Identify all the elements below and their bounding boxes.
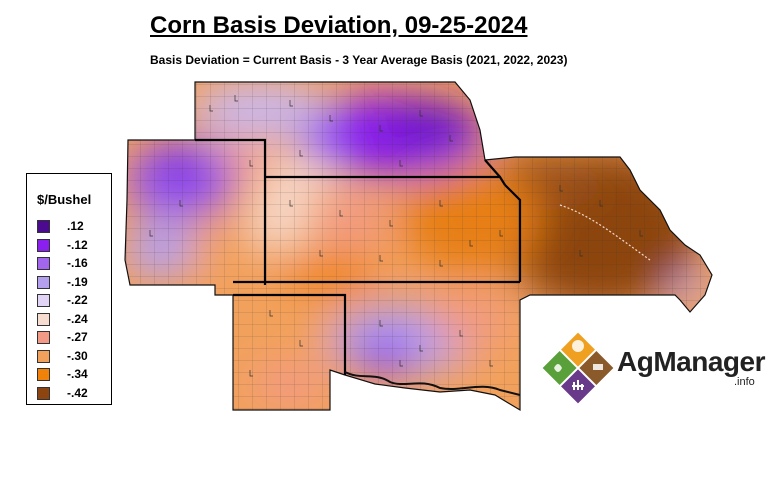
legend-swatch: [37, 349, 50, 363]
legend-swatch: [37, 275, 50, 289]
red-river: [344, 371, 521, 396]
legend-swatch: [37, 257, 50, 270]
legend-swatch: [37, 220, 50, 233]
legend-item: -.34: [37, 367, 109, 382]
legend-label: .12: [67, 219, 84, 233]
legend-item: -.24: [37, 311, 109, 327]
legend-swatch: [37, 331, 50, 344]
legend-item: -.19: [37, 274, 109, 290]
legend-swatch: [37, 368, 50, 381]
legend-swatch: [37, 386, 50, 400]
logo-mark: [542, 332, 614, 404]
agmanager-logo: AgManager .info: [538, 328, 768, 408]
legend-item: -.12: [37, 237, 109, 253]
legend-label: -.42: [67, 385, 88, 400]
logo-name: AgManager: [617, 346, 765, 377]
legend-swatch: [37, 312, 50, 326]
page-title: Corn Basis Deviation, 09-25-2024: [150, 12, 528, 39]
legend-label: -.27: [67, 330, 88, 344]
legend-label: -.12: [67, 237, 88, 252]
legend-label: -.30: [67, 348, 88, 363]
legend-label: -.22: [67, 293, 88, 307]
legend-item: .12: [37, 219, 109, 234]
legend-label: -.19: [67, 274, 88, 289]
subtitle: Basis Deviation = Current Basis - 3 Year…: [150, 53, 568, 67]
missouri-river: [559, 204, 651, 261]
legend-item: -.27: [37, 330, 109, 345]
legend-label: -.24: [67, 311, 88, 326]
legend-label: -.34: [67, 367, 88, 381]
legend-item: -.42: [37, 385, 109, 401]
elevator-markers: [149, 95, 643, 377]
legend-item: -.22: [37, 293, 109, 308]
legend-item: -.30: [37, 348, 109, 364]
legend-label: -.16: [67, 256, 88, 270]
logo-suffix: .info: [734, 376, 755, 388]
legend-swatch: [37, 294, 50, 307]
state-borders: [195, 138, 522, 375]
legend-swatch: [37, 238, 50, 252]
legend-item: -.16: [37, 256, 109, 271]
legend: $/Bushel .12 -.12 -.16 -.19 -.22 -.24 -.27 -.30…: [26, 173, 112, 405]
legend-title: $/Bushel: [37, 192, 92, 207]
region-outline: [124, 81, 713, 412]
